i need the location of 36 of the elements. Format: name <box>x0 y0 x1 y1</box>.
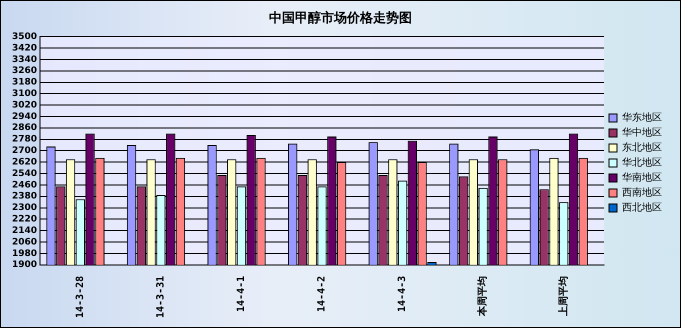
y-tick-label: 3180 <box>12 78 38 88</box>
x-tick-label: 14-4-3 <box>397 276 408 312</box>
legend-label: 华北地区 <box>622 156 662 169</box>
y-tick-label: 1900 <box>12 260 38 270</box>
y-tick-label: 2220 <box>12 214 38 225</box>
legend-label: 华南地区 <box>622 172 662 184</box>
y-tick-label: 2620 <box>12 157 38 168</box>
x-tick-label: 14-4-1 <box>236 276 248 312</box>
y-tick-label: 2060 <box>12 237 38 248</box>
legend-label: 东北地区 <box>622 142 662 154</box>
x-tick-label: 14-4-2 <box>316 276 328 312</box>
y-tick-label: 3100 <box>12 89 38 100</box>
y-tick-label: 2780 <box>12 134 38 145</box>
x-tick-label: 14-3-28 <box>74 276 86 318</box>
x-tick-label: 本周平均 <box>476 276 489 317</box>
y-tick-label: 3500 <box>12 32 38 42</box>
y-tick-label: 2140 <box>12 226 38 236</box>
x-tick-label: 上周平均 <box>557 276 570 317</box>
y-tick-label: 3420 <box>12 43 38 54</box>
y-tick-label: 3260 <box>12 66 38 76</box>
x-tick-label: 14-3-31 <box>155 276 166 318</box>
y-tick-label: 2540 <box>12 168 38 179</box>
y-tick-label: 3020 <box>12 100 38 110</box>
y-tick-label: 2460 <box>12 180 38 190</box>
chart-title: 中国甲醇市场价格走势图 <box>269 10 412 26</box>
y-tick-label: 2940 <box>12 112 38 122</box>
y-tick-label: 2700 <box>12 146 38 156</box>
y-tick-label: 2300 <box>12 203 38 214</box>
legend-label: 华东地区 <box>622 112 662 124</box>
y-tick-label: 1980 <box>12 248 38 259</box>
legend-label: 西南地区 <box>622 186 662 199</box>
legend-label: 华中地区 <box>622 126 662 139</box>
legend-label: 西北地区 <box>622 202 662 214</box>
y-tick-label: 2380 <box>12 192 38 202</box>
y-tick-label: 2860 <box>12 123 38 134</box>
y-tick-label: 3340 <box>12 54 38 65</box>
